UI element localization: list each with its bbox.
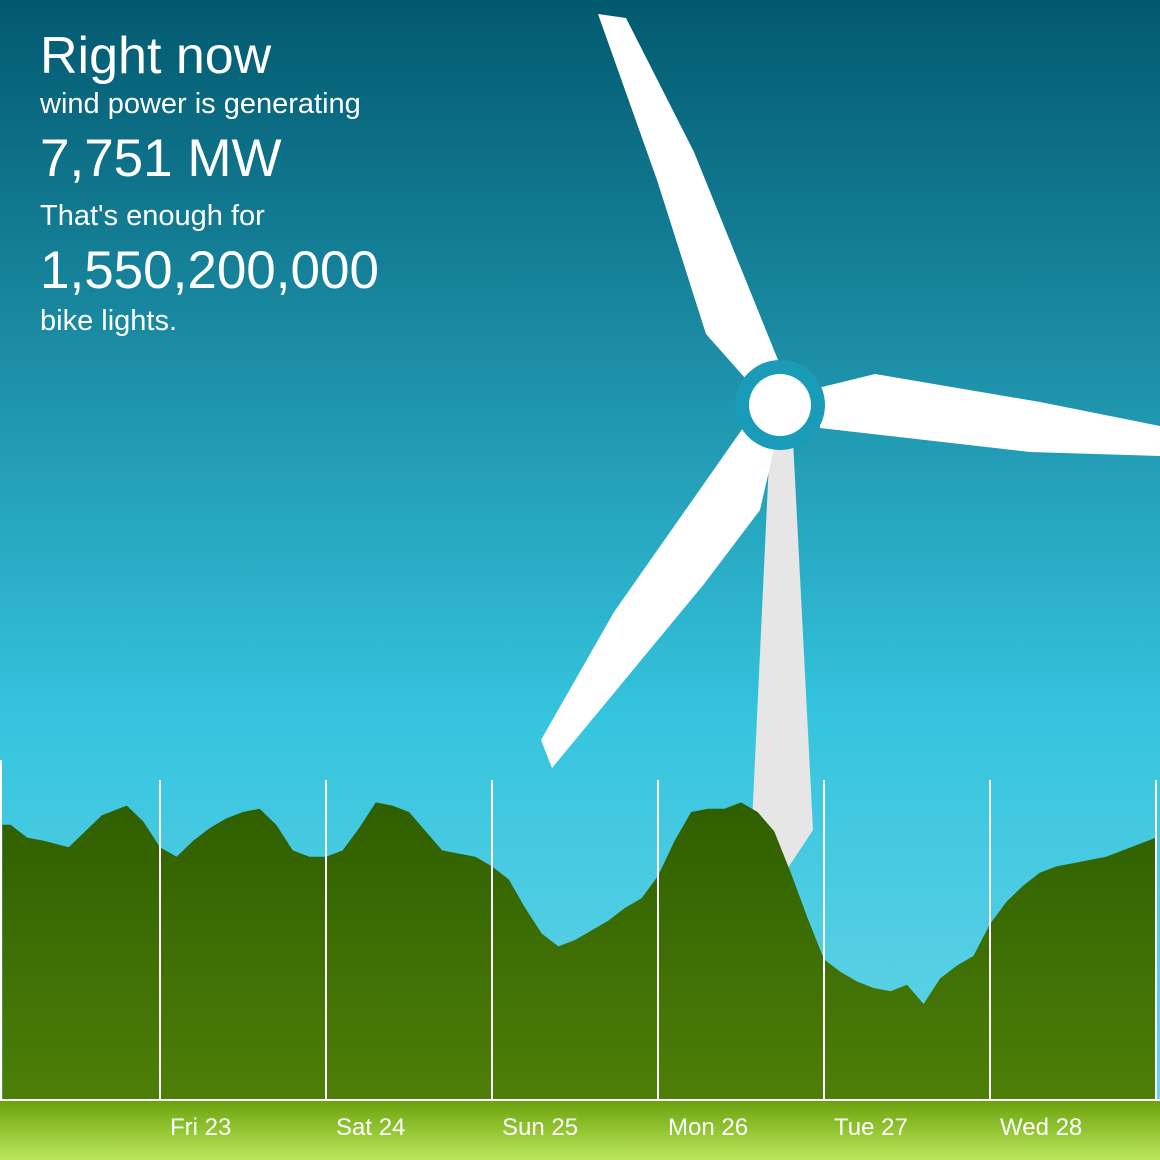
headline-title: Right now bbox=[40, 27, 272, 85]
x-tick-label: Mon 26 bbox=[668, 1114, 748, 1141]
wind-turbine bbox=[541, 14, 1160, 930]
equivalent-count-value: 1,550,200,000 bbox=[40, 241, 379, 300]
x-tick-label: Sun 25 bbox=[502, 1114, 578, 1141]
headline-generating-text: wind power is generating bbox=[40, 88, 361, 120]
wind-output-area bbox=[2, 802, 1156, 1100]
equivalent-unit-text: bike lights. bbox=[40, 305, 178, 337]
turbine-blade-down-left bbox=[541, 428, 774, 768]
day-gridlines bbox=[0, 760, 1157, 1150]
x-tick-label: Sat 24 bbox=[336, 1114, 405, 1141]
x-tick-label: Fri 23 bbox=[170, 1114, 231, 1141]
turbine-tower bbox=[747, 440, 813, 930]
headline-enough-text: That's enough for bbox=[40, 200, 265, 232]
x-tick-label: Wed 28 bbox=[1000, 1114, 1082, 1141]
current-power-value: 7,751 MW bbox=[40, 129, 282, 188]
turbine-hub bbox=[749, 374, 811, 436]
x-tick-label: Tue 27 bbox=[834, 1114, 908, 1141]
x-axis-band bbox=[0, 1100, 1160, 1160]
turbine-blade-up bbox=[598, 14, 778, 378]
turbine-blades bbox=[541, 14, 1160, 768]
wind-output-area-chart: Fri 23 Sat 24 Sun 25 Mon 26 Tue 27 Wed 28 bbox=[0, 760, 1160, 1160]
turbine-blade-right bbox=[818, 374, 1160, 456]
x-axis-ticks: Fri 23 Sat 24 Sun 25 Mon 26 Tue 27 Wed 28 bbox=[170, 1114, 1082, 1141]
